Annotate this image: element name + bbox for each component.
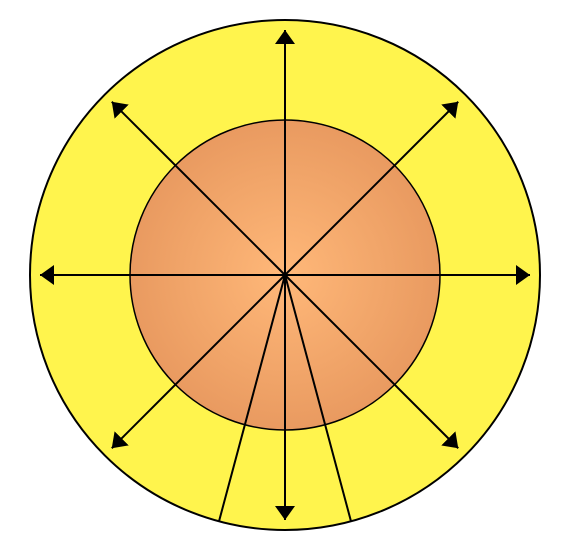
radial-diagram	[0, 0, 571, 550]
